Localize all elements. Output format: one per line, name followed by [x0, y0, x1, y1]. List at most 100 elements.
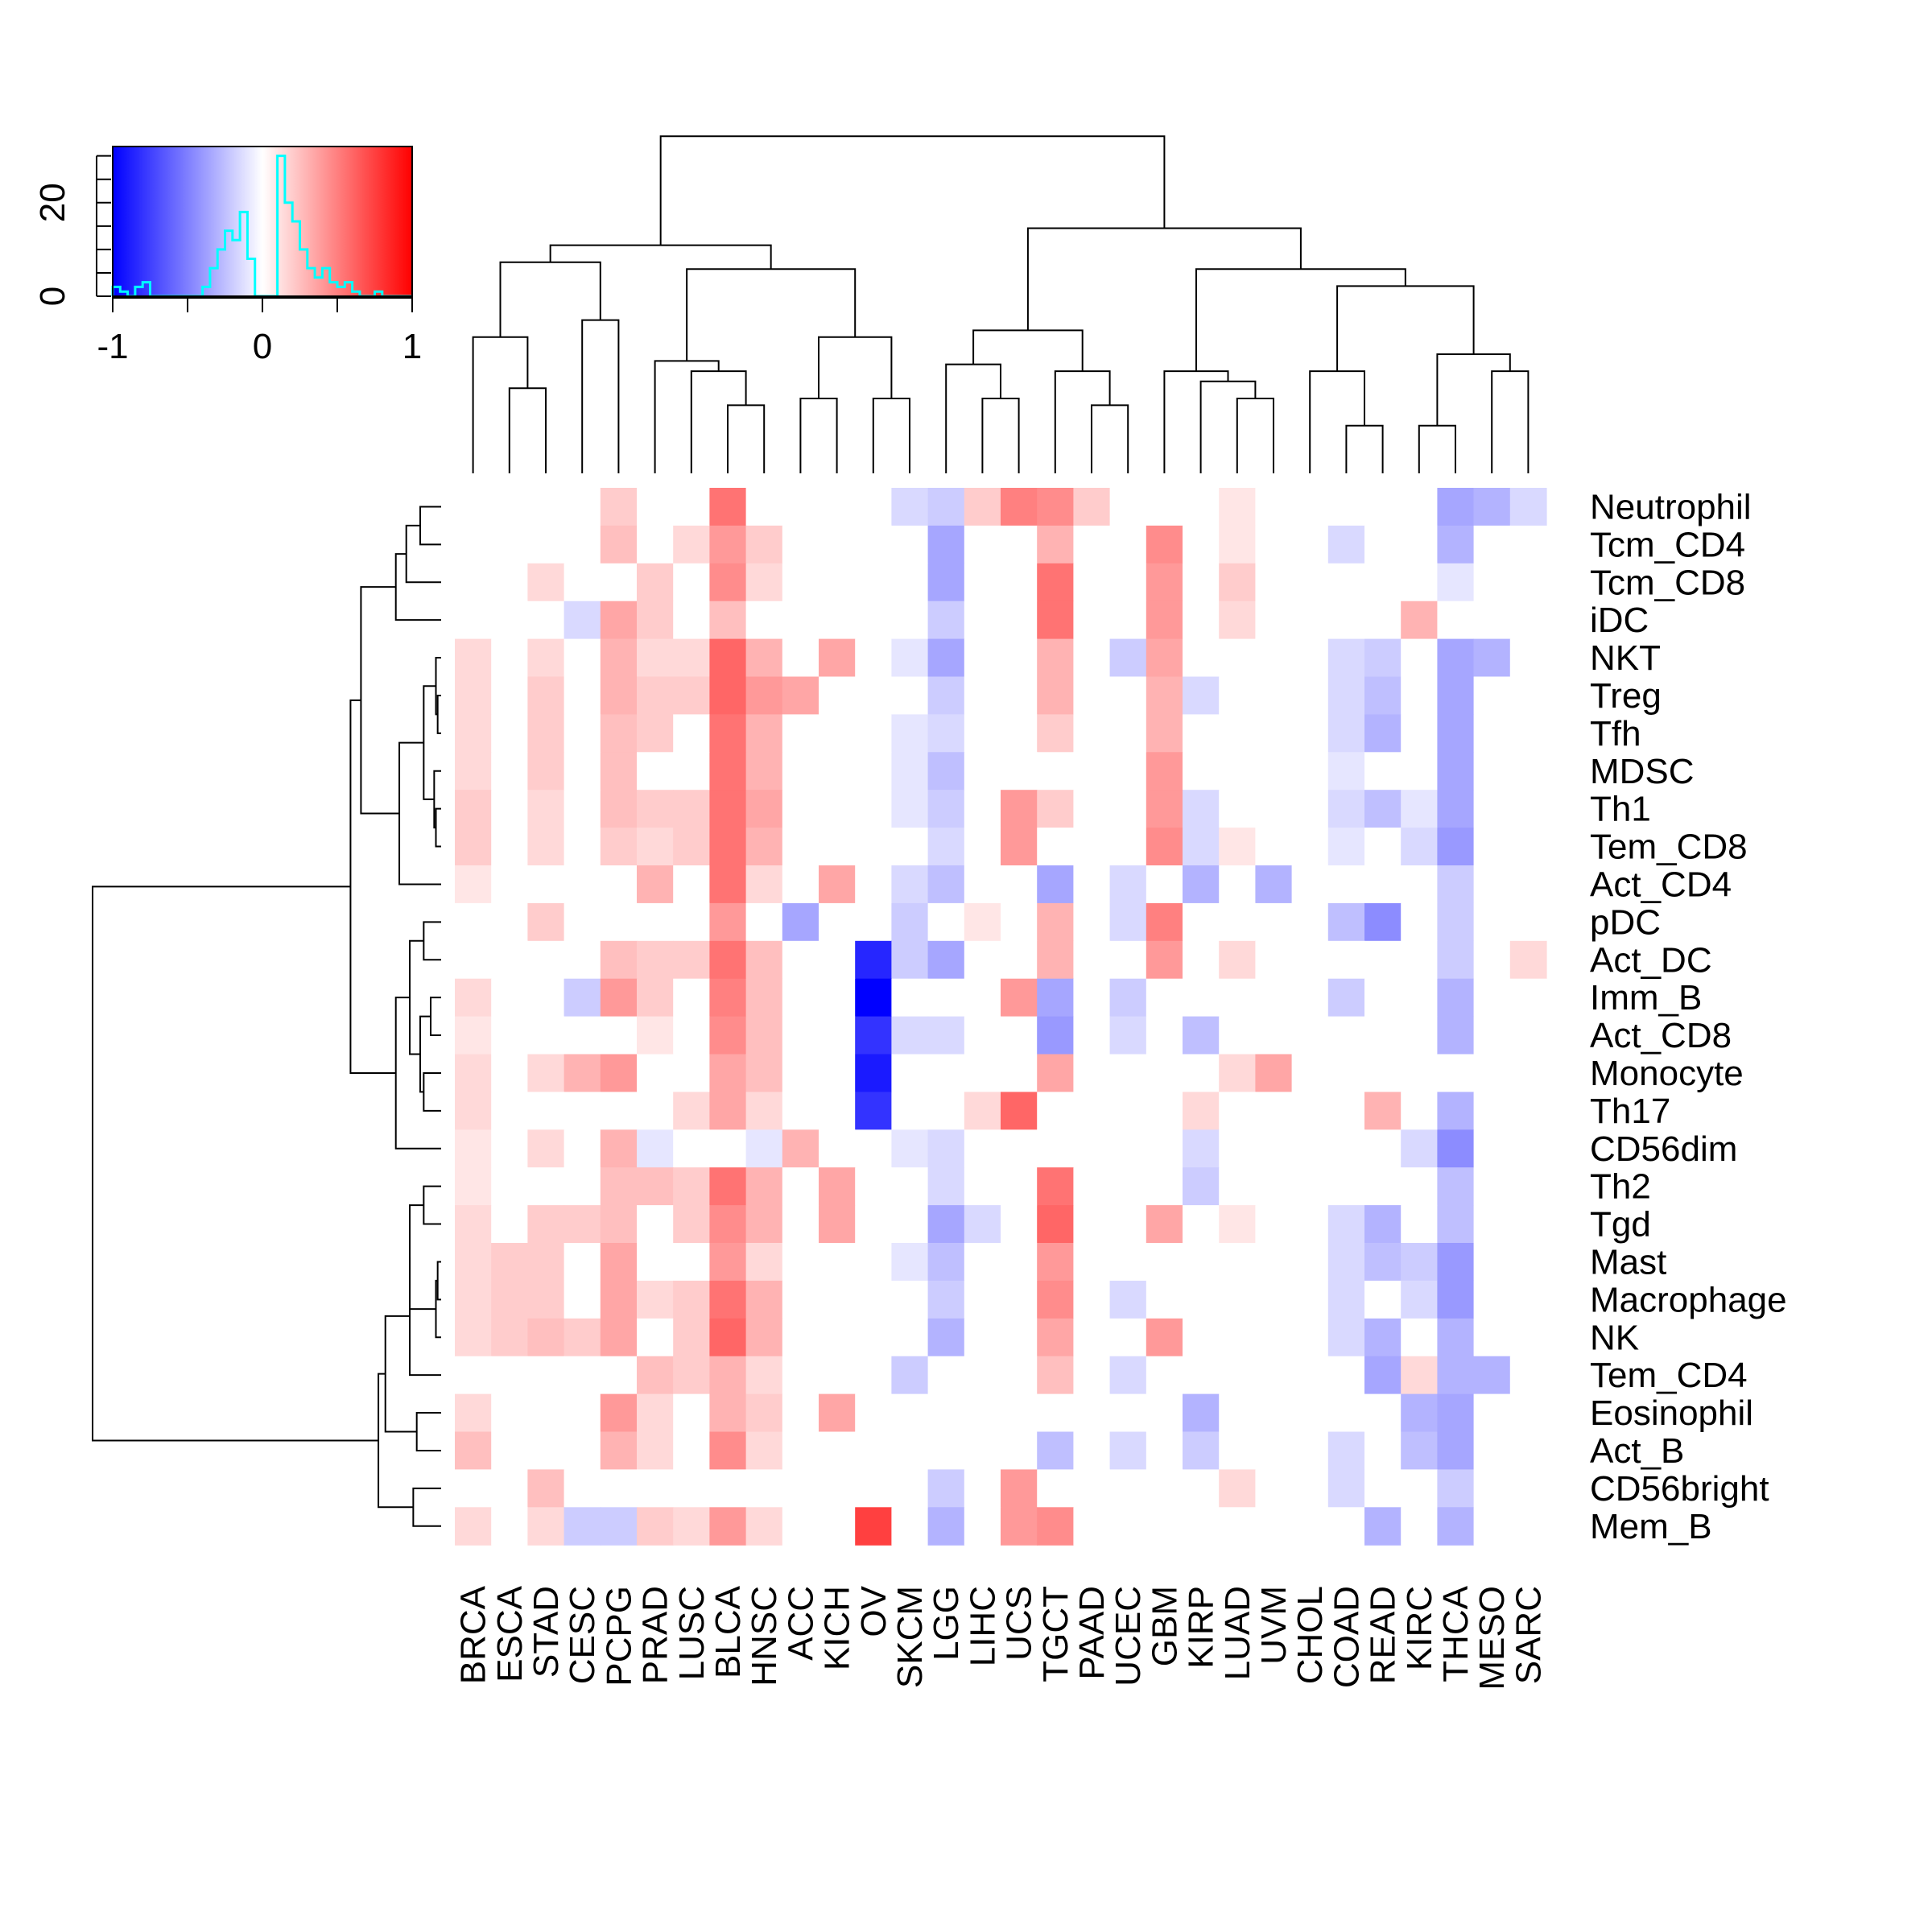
column-label: LIHC — [963, 1586, 1002, 1666]
heatmap-cell — [1183, 790, 1220, 828]
heatmap-cell — [600, 752, 638, 791]
heatmap-cell — [855, 940, 892, 980]
heatmap-cell — [1255, 601, 1293, 640]
heatmap-cell — [964, 525, 1001, 564]
heatmap-cell — [782, 714, 819, 753]
heatmap-cell — [782, 1318, 819, 1357]
heatmap-cell — [1037, 638, 1074, 678]
heatmap-cell — [782, 865, 819, 904]
heatmap-cell — [927, 488, 965, 526]
heatmap-cell — [1364, 1393, 1402, 1433]
heatmap-cell — [1401, 940, 1438, 980]
heatmap-cell — [564, 1054, 601, 1092]
heatmap-cell — [600, 790, 638, 828]
heatmap-cell — [1291, 525, 1329, 564]
heatmap-cell — [1437, 1469, 1475, 1508]
heatmap-cell — [745, 1431, 783, 1470]
heatmap-cell — [673, 1507, 710, 1546]
heatmap-cell — [600, 1205, 638, 1244]
heatmap-cell — [1001, 1054, 1038, 1092]
heatmap-cell — [1401, 865, 1438, 904]
heatmap-cell — [1183, 1507, 1220, 1546]
heatmap-cell — [564, 978, 601, 1018]
heatmap-cell — [527, 902, 565, 942]
column-dendrogram-branch — [1491, 370, 1530, 473]
heatmap-cell — [709, 488, 747, 526]
heatmap-cell — [673, 714, 710, 753]
heatmap-cell — [455, 1318, 492, 1357]
heatmap-cell — [1401, 1469, 1438, 1508]
row-dendrogram-branch — [412, 1487, 441, 1527]
heatmap-cell — [1037, 1356, 1074, 1395]
heatmap-cell — [1509, 1054, 1547, 1092]
heatmap-cell — [891, 1393, 929, 1433]
heatmap-cell — [637, 676, 674, 715]
row-label: Mast — [1590, 1243, 1666, 1282]
heatmap-cell — [709, 1318, 747, 1357]
heatmap-cell — [673, 488, 710, 526]
heatmap-cell — [1037, 1129, 1074, 1168]
color-key-tick-label: 1 — [402, 327, 422, 366]
color-key-count-label: 0 — [33, 287, 72, 306]
heatmap-cell — [1473, 1092, 1511, 1130]
column-dendrogram-branch — [1199, 380, 1257, 473]
heatmap-cell — [964, 1393, 1001, 1433]
heatmap-cell — [1473, 752, 1511, 791]
heatmap-cell — [455, 525, 492, 564]
heatmap-cell — [1073, 563, 1111, 602]
heatmap-cell — [1109, 1431, 1147, 1470]
heatmap-cell — [964, 1054, 1001, 1092]
heatmap-cell — [491, 601, 528, 640]
heatmap-cell — [1183, 1167, 1220, 1206]
heatmap-cell — [1037, 828, 1074, 866]
column-dendrogram-branch — [654, 360, 720, 473]
heatmap-cell — [1146, 1016, 1183, 1055]
heatmap-cell — [1401, 1393, 1438, 1433]
heatmap-cell — [1437, 752, 1475, 791]
heatmap-cell — [637, 1016, 674, 1055]
heatmap-cell — [927, 1167, 965, 1206]
heatmap-cell — [1037, 714, 1074, 753]
heatmap-cell — [673, 828, 710, 866]
heatmap-cell — [527, 1243, 565, 1282]
row-label: NKT — [1590, 638, 1661, 678]
heatmap-cell — [745, 1356, 783, 1395]
heatmap-cell — [745, 1016, 783, 1055]
heatmap-cell — [1073, 1280, 1111, 1319]
heatmap-cell — [1327, 1016, 1365, 1055]
heatmap-cell — [564, 676, 601, 715]
heatmap-cell — [927, 1205, 965, 1244]
heatmap-cell — [491, 1469, 528, 1508]
heatmap-cell — [891, 488, 929, 526]
heatmap-cell — [964, 563, 1001, 602]
heatmap-cell — [600, 1507, 638, 1546]
heatmap-cell — [1001, 902, 1038, 942]
heatmap-cell — [673, 1092, 710, 1130]
heatmap-cell — [1327, 1280, 1365, 1319]
heatmap-cell — [709, 1280, 747, 1319]
heatmap-cell — [1146, 714, 1183, 753]
heatmap-cell — [1219, 601, 1256, 640]
heatmap-cell — [709, 601, 747, 640]
row-label: Tfh — [1590, 714, 1641, 753]
heatmap-cell — [1109, 1507, 1147, 1546]
heatmap-cell — [1073, 865, 1111, 904]
heatmap-cell — [819, 563, 856, 602]
heatmap-cell — [855, 902, 892, 942]
heatmap-cell — [1291, 488, 1329, 526]
heatmap-cell — [1073, 790, 1111, 828]
heatmap-cell — [1146, 940, 1183, 980]
heatmap-cell — [564, 488, 601, 526]
heatmap-cell — [1001, 1318, 1038, 1357]
column-dendrogram-branch — [945, 363, 1001, 473]
heatmap-cell — [1183, 601, 1220, 640]
heatmap-cell — [527, 1129, 565, 1168]
heatmap-cell — [745, 714, 783, 753]
heatmap-cell — [855, 1356, 892, 1395]
heatmap-cell — [1364, 1205, 1402, 1244]
heatmap-cell — [527, 978, 565, 1018]
heatmap-cell — [1146, 563, 1183, 602]
heatmap-cell — [1146, 1393, 1183, 1433]
heatmap-cell — [1073, 525, 1111, 564]
